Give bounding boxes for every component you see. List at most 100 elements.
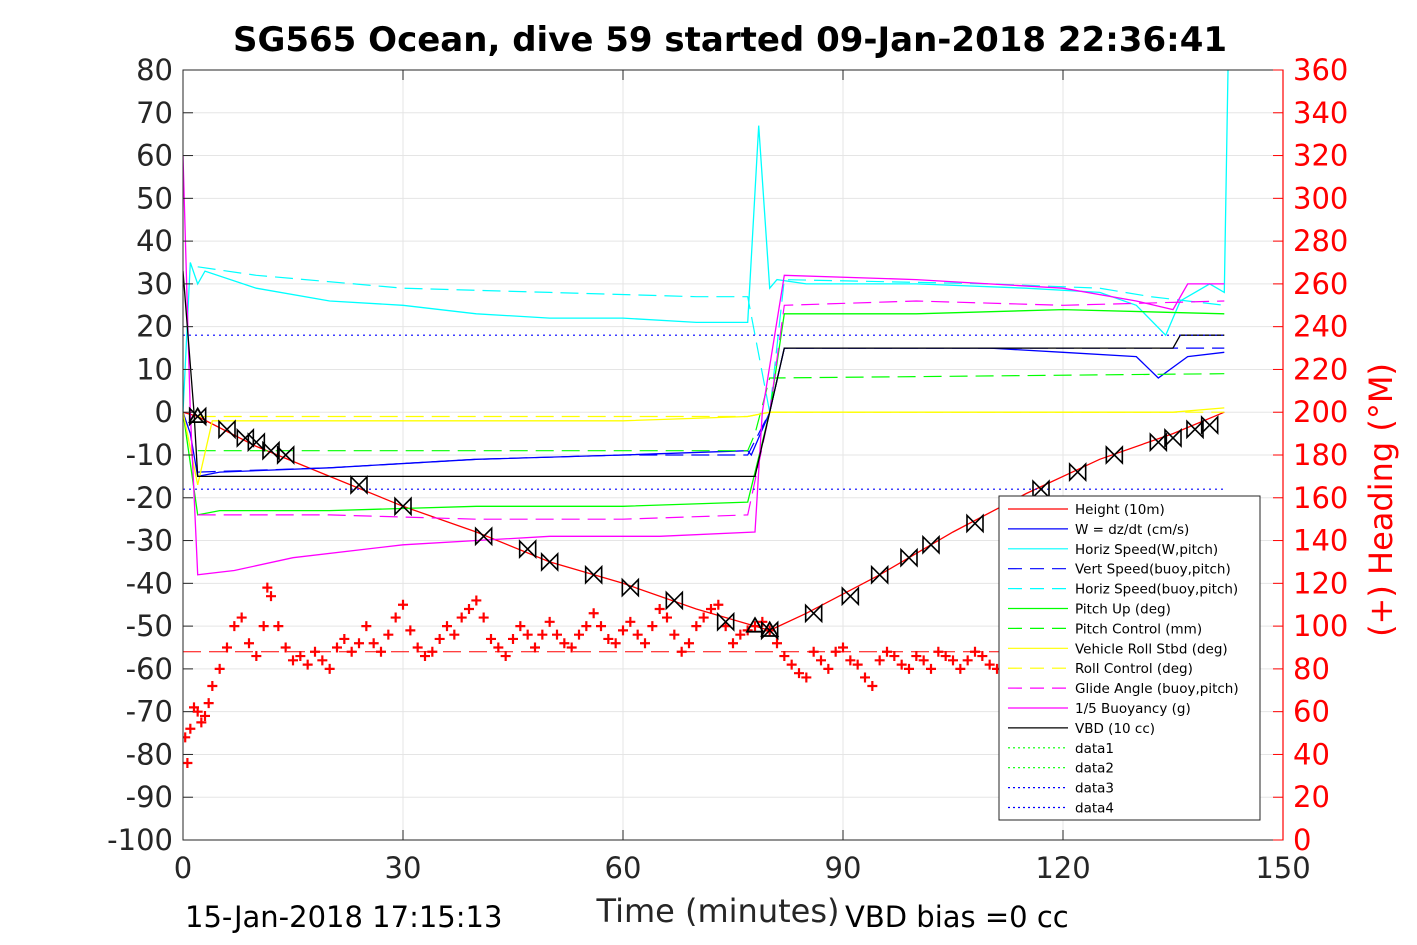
heading-point-33 [383,629,394,640]
y-right-tick-label-7: 220 [1293,352,1348,386]
heading-point-114 [977,651,988,662]
y-right-tick-label-13: 100 [1293,609,1348,643]
waypoint-descent-10 [540,552,559,572]
heading-point-18 [273,621,284,632]
legend-label-0: Height (10m) [1075,502,1165,518]
vbd-bias-footer: VBD bias =0 cc [845,900,1069,934]
series-layer [183,70,1229,653]
heading-point-61 [588,608,599,619]
heading-point-22 [302,659,313,670]
heading-point-26 [332,642,342,653]
heading-point-98 [860,672,870,683]
y-left-tick-label-11: -30 [126,524,173,558]
heading-point-13 [244,638,254,649]
heading-point-63 [603,633,614,644]
heading-point-107 [926,663,936,674]
y-right-tick-label-3: 300 [1293,181,1348,215]
y-right-tick-label-0: 360 [1293,53,1348,87]
waypoint-descent-0 [188,406,207,427]
y-right-tick-label-12: 120 [1293,566,1348,600]
heading-point-8 [207,681,218,691]
waypoint-descent-9 [518,539,537,560]
waypoint-descent-8 [474,526,493,547]
heading-point-67 [632,629,643,640]
legend-label-7: Vehicle Roll Stbd (deg) [1075,641,1228,657]
heading-point-46 [478,612,489,623]
heading-point-74 [684,638,694,649]
heading-point-88 [786,659,797,670]
heading-point-40 [434,633,445,644]
apex-marker-2 [760,620,780,637]
heading-point-66 [625,616,636,627]
series-line-6 [197,373,1225,452]
heading-point-101 [882,646,892,657]
y-left-tick-label-10: -20 [126,481,173,515]
heading-point-27 [339,633,350,644]
x-tick-label-5: 150 [1255,851,1310,885]
heading-point-73 [676,646,687,657]
heading-point-9 [214,663,225,674]
heading-point-64 [610,638,621,649]
waypoint-descent-7 [394,496,412,517]
heading-point-45 [471,595,482,606]
y-left-tick-label-0: 80 [136,53,173,87]
heading-point-109 [940,651,951,662]
heading-point-36 [405,625,416,636]
heading-point-31 [368,638,379,649]
apex-marker-0 [188,406,208,423]
legend-box [998,495,1261,821]
heading-point-25 [324,663,335,674]
heading-point-102 [889,651,900,662]
heading-point-86 [772,638,782,649]
heading-point-51 [515,621,526,632]
waypoint-ascent-7 [1068,462,1087,483]
heading-point-1 [183,758,193,768]
apex-marker-1 [745,616,765,633]
heading-point-54 [537,629,548,640]
waypoint-ascent-12 [1200,415,1219,435]
heading-point-20 [288,655,298,666]
heading-point-75 [691,621,702,632]
legend-label-4: Horiz Speed(buoy,pitch) [1075,582,1238,598]
heading-point-49 [500,651,511,662]
heading-point-91 [808,646,819,657]
heading-point-5 [196,717,207,728]
heading-point-92 [816,655,826,666]
y-left-tick-label-3: 50 [136,181,173,215]
heading-point-104 [904,663,914,674]
waypoint-ascent-11 [1186,419,1204,440]
heading-point-21 [295,651,306,662]
heading-point-44 [464,604,474,614]
timestamp-footer: 15-Jan-2018 17:15:13 [185,900,502,934]
heading-point-94 [830,646,841,657]
heading-point-47 [486,633,496,644]
legend-label-8: Roll Control (deg) [1075,661,1193,677]
y-right-tick-label-1: 340 [1293,96,1348,130]
series-line-11 [183,271,1225,478]
heading-point-60 [581,621,592,632]
series-line-2 [183,70,1229,413]
waypoint-descent-4 [262,440,280,461]
y-right-tick-label-8: 200 [1293,395,1348,429]
x-tick-label-2: 60 [605,851,642,885]
series-line-4 [197,266,1225,413]
y-right-tick-label-4: 280 [1293,224,1348,258]
legend-label-11: VBD (10 cc) [1075,721,1155,737]
waypoint-ascent-1 [841,586,860,607]
heading-point-83 [750,621,760,632]
heading-point-108 [933,646,944,657]
heading-point-23 [310,646,320,657]
waypoint-ascent-10 [1164,427,1182,448]
y-right-tick-label-18: 0 [1293,823,1311,857]
right-axis-label: (+) Heading (°M) [1362,363,1400,637]
heading-point-12 [236,612,247,623]
y-left-tick-label-7: 10 [136,352,173,386]
waypoint-ascent-4 [922,534,940,555]
heading-point-39 [427,646,438,657]
y-left-tick-label-8: 0 [155,395,173,429]
heading-point-43 [456,612,467,623]
y-right-tick-label-5: 260 [1293,267,1348,301]
legend-label-6: Pitch Control (mm) [1075,621,1202,637]
waypoint-descent-5 [276,445,295,465]
